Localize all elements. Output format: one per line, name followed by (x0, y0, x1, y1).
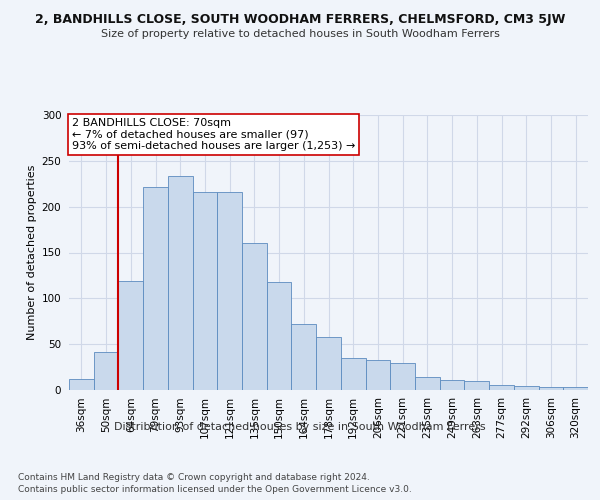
Bar (118, 281, 143, 390)
Bar (168, 176, 193, 390)
Text: Distribution of detached houses by size in South Woodham Ferrers: Distribution of detached houses by size … (114, 422, 486, 432)
Bar (365, 360, 390, 390)
Bar (193, 192, 217, 390)
Text: 2, BANDHILLS CLOSE, SOUTH WOODHAM FERRERS, CHELMSFORD, CM3 5JW: 2, BANDHILLS CLOSE, SOUTH WOODHAM FERRER… (35, 12, 565, 26)
Bar (69, 379, 94, 390)
Bar (489, 386, 514, 390)
Bar (415, 377, 440, 390)
Bar (217, 192, 242, 390)
Text: Size of property relative to detached houses in South Woodham Ferrers: Size of property relative to detached ho… (101, 29, 499, 39)
Bar (292, 324, 316, 390)
Bar (464, 381, 489, 390)
Text: Contains HM Land Registry data © Crown copyright and database right 2024.: Contains HM Land Registry data © Crown c… (18, 472, 370, 482)
Bar (143, 188, 168, 390)
Bar (390, 362, 415, 390)
Bar (316, 337, 341, 390)
Text: 2 BANDHILLS CLOSE: 70sqm
← 7% of detached houses are smaller (97)
93% of semi-de: 2 BANDHILLS CLOSE: 70sqm ← 7% of detache… (71, 118, 355, 151)
Text: Contains public sector information licensed under the Open Government Licence v3: Contains public sector information licen… (18, 485, 412, 494)
Bar (94, 352, 118, 390)
Y-axis label: Number of detached properties: Number of detached properties (28, 165, 37, 340)
Bar (563, 387, 588, 390)
Bar (242, 244, 267, 390)
Bar (341, 358, 365, 390)
Bar (267, 282, 292, 390)
Bar (440, 380, 464, 390)
Bar (514, 386, 539, 390)
Bar (539, 387, 563, 390)
